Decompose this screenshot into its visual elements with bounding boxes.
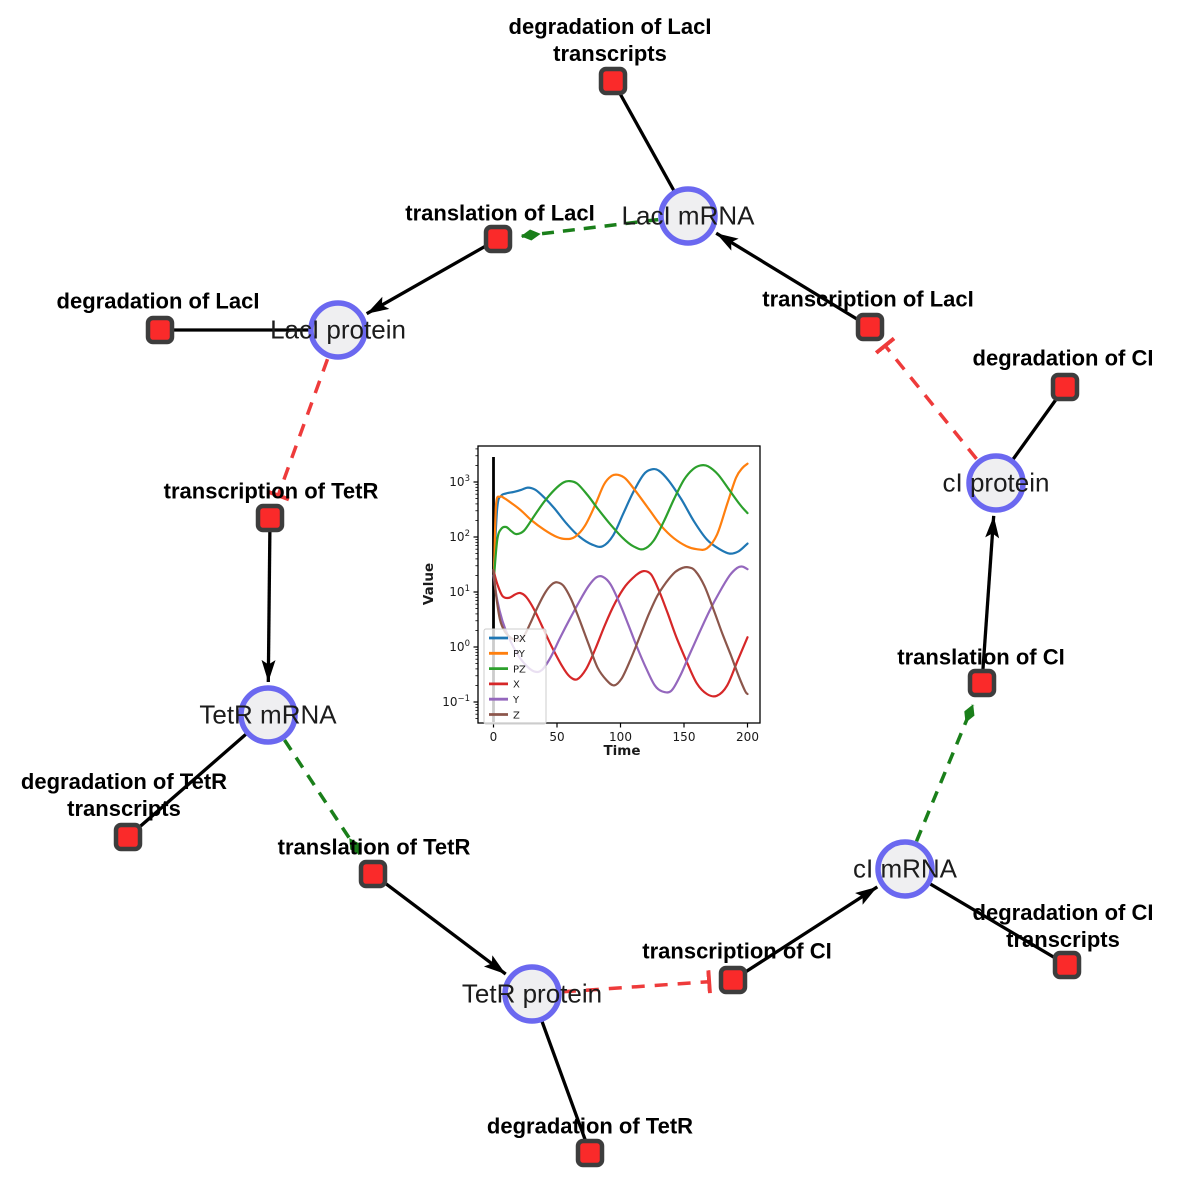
nodes-layer	[113, 66, 1082, 1168]
plot-series-py	[493, 462, 749, 572]
reaction-node-translation-laci[interactable]	[483, 224, 513, 254]
reaction-node-deg-tetr[interactable]	[575, 1138, 605, 1168]
edge-ci-mrna-to-translation-ci-modifier	[914, 704, 975, 842]
edge-laci-protein-to-transcription-tetr-inhibition	[266, 358, 330, 502]
edge-ci-protein-to-transcription-laci-inhibition	[874, 336, 978, 460]
plot-series-px	[493, 467, 749, 567]
plot-series-x	[492, 569, 749, 698]
species-node-tetr-protein[interactable]	[502, 964, 562, 1024]
reaction-node-translation-tetr[interactable]	[358, 859, 388, 889]
x-tick-label: 200	[736, 730, 759, 744]
legend-label-py: PY	[513, 649, 526, 660]
y-tick-label: 101	[449, 584, 470, 599]
edges-layer	[126, 80, 1068, 1154]
y-axis-label: Value	[421, 563, 437, 605]
y-tick-label: 10−1	[442, 694, 470, 709]
edge-transcription-tetr-to-tetr-mrna-arrow	[261, 517, 276, 683]
plot-legend: PX PY PZ XYZ	[483, 628, 547, 725]
reaction-node-transcription-tetr[interactable]	[255, 503, 285, 533]
legend-label-pz: PZ	[513, 664, 526, 675]
edge-ci-mrna-to-deg-ci-transcripts-plain	[904, 867, 1068, 967]
edge-transcription-ci-to-ci-mrna-arrow	[732, 885, 879, 982]
legend-label-px: PX	[513, 634, 526, 645]
reaction-node-deg-tetr-transcripts[interactable]	[113, 822, 143, 852]
species-node-tetr-mrna[interactable]	[238, 685, 298, 745]
reaction-node-deg-ci[interactable]	[1050, 372, 1080, 402]
species-node-ci-protein[interactable]	[966, 453, 1026, 513]
x-tick-label: 50	[549, 730, 564, 744]
reaction-node-deg-ci-transcripts[interactable]	[1052, 950, 1082, 980]
reaction-node-translation-ci[interactable]	[967, 668, 997, 698]
species-node-laci-protein[interactable]	[308, 300, 368, 360]
x-tick-label: 150	[673, 730, 696, 744]
edge-tetr-protein-to-transcription-ci-inhibition	[562, 970, 712, 994]
species-node-laci-mrna[interactable]	[658, 186, 718, 246]
edge-tetr-mrna-to-translation-tetr-modifier	[283, 739, 362, 855]
edge-transcription-laci-to-laci-mrna-arrow	[715, 231, 871, 329]
edge-translation-ci-to-ci-protein-arrow	[980, 515, 1000, 684]
y-tick-label: 102	[449, 529, 470, 544]
y-tick-label: 103	[449, 474, 470, 489]
legend-label-z: Z	[513, 710, 520, 721]
plot-frame	[477, 445, 761, 724]
reaction-node-deg-laci[interactable]	[145, 315, 175, 345]
edge-translation-tetr-to-tetr-protein-arrow	[372, 872, 507, 976]
edge-translation-laci-to-laci-protein-arrow	[365, 237, 499, 316]
edge-tetr-mrna-to-deg-tetr-transcripts-plain	[126, 713, 270, 839]
plot-series-pz	[493, 463, 749, 577]
x-tick-label: 100	[609, 730, 632, 744]
legend-label-y: Y	[512, 695, 520, 706]
reaction-node-transcription-laci[interactable]	[855, 312, 885, 342]
reaction-node-deg-laci-transcripts[interactable]	[598, 66, 628, 96]
species-node-ci-mrna[interactable]	[875, 839, 935, 899]
x-tick-label: 0	[490, 730, 498, 744]
y-tick-label: 100	[449, 639, 470, 654]
edge-laci-mrna-to-translation-laci-modifier	[520, 217, 659, 241]
legend-label-x: X	[513, 680, 520, 691]
reaction-node-transcription-ci[interactable]	[718, 965, 748, 995]
x-axis-label: Time	[603, 743, 640, 759]
